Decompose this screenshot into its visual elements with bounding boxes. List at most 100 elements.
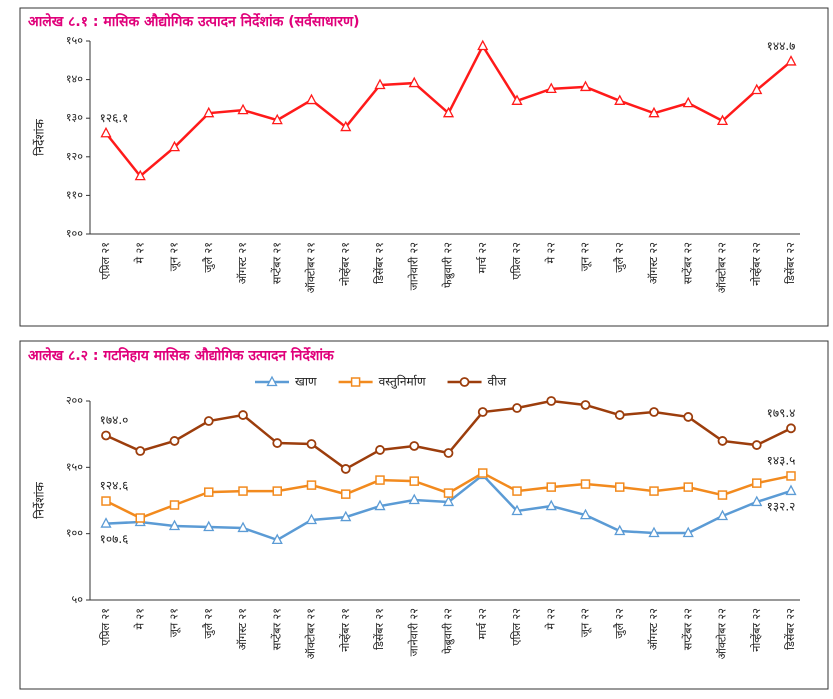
chart-title: आलेख ८.१ : मासिक औद्योगिक उत्पादन निर्दे… bbox=[28, 13, 359, 30]
series-line bbox=[105, 399, 792, 471]
x-tick-label: ऑगस्ट २२ bbox=[647, 608, 660, 650]
marker bbox=[786, 423, 796, 434]
marker bbox=[204, 487, 214, 497]
x-tick-label: नोव्हेंबर २१ bbox=[339, 242, 352, 286]
marker bbox=[169, 500, 180, 510]
marker bbox=[442, 106, 455, 118]
marker bbox=[477, 39, 489, 51]
legend-label: खाण bbox=[295, 375, 317, 389]
marker bbox=[752, 478, 762, 488]
marker bbox=[477, 407, 488, 417]
marker bbox=[546, 396, 557, 406]
x-tick-label: नोव्हेंबर २१ bbox=[339, 608, 352, 652]
x-tick-label: जून २२ bbox=[579, 242, 593, 271]
marker bbox=[237, 521, 249, 533]
y-tick-label: १५० bbox=[66, 460, 83, 473]
marker bbox=[169, 436, 180, 446]
x-tick-label: सप्टेंबर २१ bbox=[270, 242, 283, 284]
marker bbox=[545, 82, 557, 94]
chart-title: आलेख ८.२ : गटनिहाय मासिक औद्योगिक उत्पाद… bbox=[28, 347, 335, 364]
y-tick-label: ११० bbox=[66, 188, 83, 201]
y-axis-label: निर्देशांक bbox=[33, 118, 47, 155]
marker bbox=[579, 80, 592, 92]
marker bbox=[580, 479, 591, 489]
x-tick-label: जानेवारी २२ bbox=[407, 608, 420, 656]
marker bbox=[374, 499, 386, 511]
x-tick-label: मे २२ bbox=[544, 242, 557, 264]
x-tick-label: ऑगस्ट २१ bbox=[236, 608, 249, 650]
marker bbox=[649, 407, 659, 417]
marker bbox=[785, 55, 797, 66]
x-tick-label: जुलै २१ bbox=[202, 242, 215, 273]
legend-label: वस्तुनिर्माण bbox=[379, 375, 426, 390]
marker bbox=[168, 140, 181, 152]
legend-marker bbox=[266, 375, 278, 387]
data-label: १३२.२ bbox=[767, 499, 796, 513]
data-label: १२६.१ bbox=[100, 111, 129, 125]
x-tick-label: मार्च २२ bbox=[476, 242, 489, 273]
marker bbox=[682, 96, 694, 108]
x-tick-label: ऑक्टोबर २२ bbox=[716, 608, 729, 659]
marker bbox=[649, 486, 659, 496]
marker bbox=[545, 499, 557, 511]
marker bbox=[408, 493, 420, 505]
marker bbox=[786, 471, 796, 481]
x-tick-label: एप्रिल २१ bbox=[99, 242, 112, 280]
marker bbox=[614, 410, 625, 420]
x-tick-label: डिसेंबर २२ bbox=[784, 242, 797, 284]
x-tick-label: सप्टेंबर २२ bbox=[681, 242, 694, 284]
marker bbox=[271, 113, 283, 125]
marker bbox=[443, 448, 454, 458]
marker bbox=[409, 441, 420, 451]
marker bbox=[237, 103, 249, 115]
y-tick-label: १५० bbox=[66, 34, 83, 47]
x-tick-label: फेब्रुवारी २२ bbox=[442, 242, 455, 288]
marker bbox=[511, 94, 523, 105]
x-tick-label: ऑक्टोबर २१ bbox=[305, 242, 318, 293]
x-tick-label: जुलै २२ bbox=[613, 608, 626, 639]
marker bbox=[203, 106, 215, 118]
marker bbox=[512, 403, 522, 413]
marker bbox=[271, 533, 283, 545]
marker bbox=[238, 486, 248, 496]
marker bbox=[135, 446, 146, 456]
marker bbox=[306, 480, 317, 490]
x-tick-label: ऑक्टोबर २२ bbox=[716, 242, 729, 293]
marker bbox=[375, 445, 385, 455]
data-label: १७४.० bbox=[100, 413, 129, 427]
marker bbox=[717, 490, 728, 500]
data-label: १७९.४ bbox=[767, 406, 796, 420]
marker bbox=[135, 513, 145, 523]
marker bbox=[340, 464, 351, 474]
y-tick-label: १४० bbox=[66, 73, 83, 86]
x-tick-label: मे २१ bbox=[133, 608, 146, 630]
marker bbox=[511, 504, 523, 516]
y-tick-label: १०० bbox=[66, 527, 83, 540]
marker bbox=[100, 126, 112, 138]
legend-marker bbox=[350, 377, 361, 387]
marker bbox=[272, 438, 283, 448]
x-tick-label: डिसेंबर २१ bbox=[373, 608, 386, 650]
x-tick-label: डिसेंबर २१ bbox=[373, 242, 386, 284]
marker bbox=[648, 106, 660, 118]
x-tick-label: जानेवारी २२ bbox=[407, 242, 420, 290]
y-axis-label: निर्देशांक bbox=[33, 481, 47, 518]
marker bbox=[751, 440, 762, 450]
x-tick-label: सप्टेंबर २१ bbox=[270, 608, 283, 650]
data-label: १०७.६ bbox=[100, 532, 129, 546]
marker bbox=[442, 495, 455, 507]
marker bbox=[272, 486, 282, 496]
x-tick-label: डिसेंबर २२ bbox=[784, 608, 797, 650]
x-tick-label: एप्रिल २१ bbox=[99, 608, 112, 646]
marker bbox=[306, 439, 317, 449]
marker bbox=[785, 484, 797, 496]
x-tick-label: सप्टेंबर २२ bbox=[681, 608, 694, 650]
x-tick-label: एप्रिल २२ bbox=[510, 608, 523, 646]
marker bbox=[580, 400, 591, 410]
x-tick-label: नोव्हेंबर २२ bbox=[750, 608, 763, 652]
marker bbox=[409, 476, 419, 486]
x-tick-label: ऑगस्ट २१ bbox=[236, 242, 249, 284]
marker bbox=[340, 120, 352, 132]
x-tick-label: मे २१ bbox=[133, 242, 146, 264]
marker bbox=[443, 488, 454, 498]
